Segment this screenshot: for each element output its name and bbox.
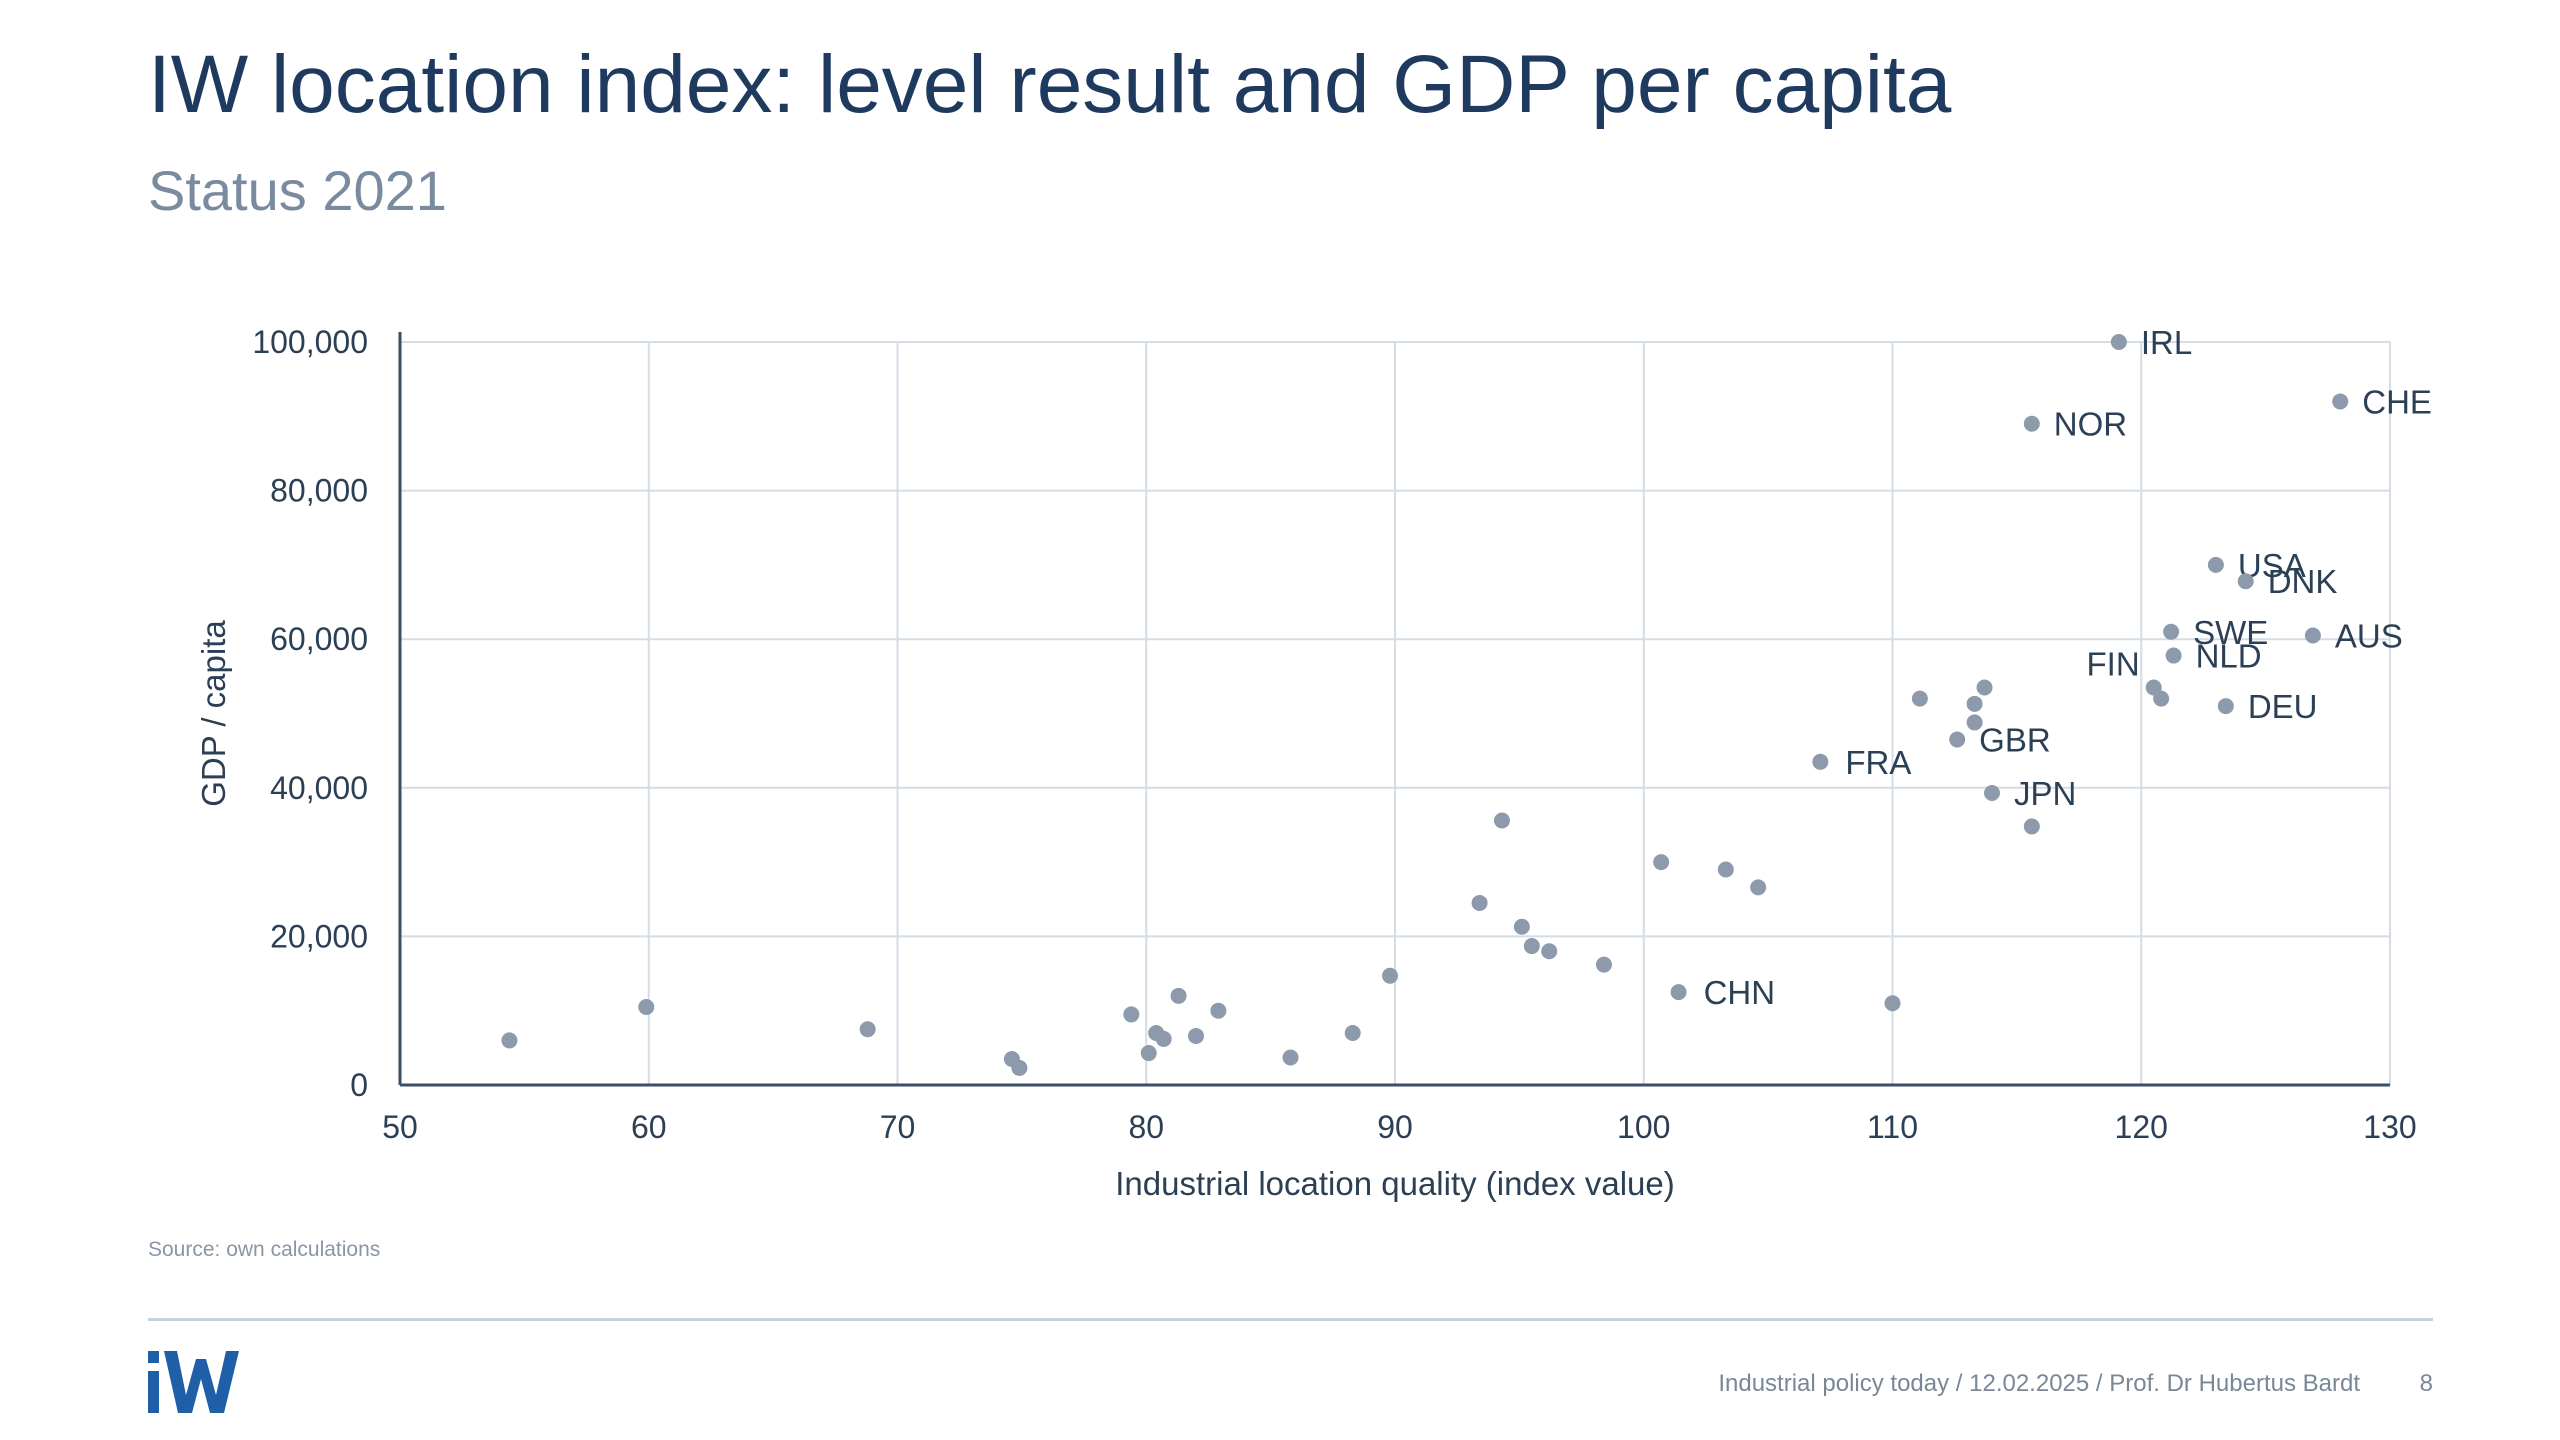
x-tick-label: 130 bbox=[2363, 1109, 2416, 1145]
data-point bbox=[1471, 894, 1488, 911]
y-tick-label: 20,000 bbox=[270, 918, 368, 954]
footer-divider bbox=[148, 1318, 2433, 1321]
data-point bbox=[2110, 334, 2127, 350]
data-point bbox=[1966, 714, 1983, 731]
data-point bbox=[1123, 1006, 1140, 1023]
point-label: CHE bbox=[2362, 383, 2432, 420]
data-point bbox=[1966, 695, 1983, 712]
data-point bbox=[1911, 690, 1928, 707]
data-point bbox=[638, 998, 655, 1015]
data-point bbox=[1493, 812, 1510, 829]
data-point bbox=[1984, 785, 2000, 802]
x-tick-label: 120 bbox=[2115, 1109, 2168, 1145]
x-tick-label: 100 bbox=[1617, 1109, 1670, 1145]
x-tick-label: 70 bbox=[880, 1109, 916, 1145]
data-point bbox=[1884, 995, 1901, 1012]
y-axis-title: GDP / capita bbox=[195, 620, 232, 807]
data-point bbox=[1011, 1059, 1028, 1076]
data-point bbox=[1170, 987, 1187, 1004]
data-point bbox=[2163, 623, 2180, 640]
data-point bbox=[2023, 415, 2040, 432]
x-axis-title: Industrial location quality (index value… bbox=[1115, 1165, 1674, 1202]
y-tick-label: 40,000 bbox=[270, 770, 368, 806]
y-tick-label: 100,000 bbox=[252, 324, 368, 360]
y-tick-label: 0 bbox=[350, 1067, 368, 1103]
y-tick-label: 80,000 bbox=[270, 473, 368, 509]
data-point bbox=[1344, 1024, 1361, 1041]
data-point bbox=[1210, 1002, 1227, 1019]
data-point bbox=[1188, 1027, 1204, 1044]
data-point bbox=[501, 1032, 518, 1049]
data-point bbox=[1750, 879, 1767, 896]
data-point bbox=[1513, 918, 1530, 935]
data-point bbox=[859, 1021, 876, 1038]
data-point bbox=[2207, 556, 2224, 573]
source-note: Source: own calculations bbox=[148, 1238, 381, 1261]
data-point bbox=[1976, 679, 1993, 696]
point-label: JPN bbox=[2014, 775, 2076, 812]
point-label: DEU bbox=[2248, 688, 2318, 725]
point-label: CHN bbox=[1704, 974, 1776, 1011]
data-point bbox=[2217, 698, 2234, 715]
point-label: GBR bbox=[1979, 722, 2051, 759]
data-point bbox=[1140, 1045, 1157, 1062]
slide-subtitle: Status 2021 bbox=[148, 159, 447, 222]
x-tick-label: 80 bbox=[1128, 1109, 1164, 1145]
page-number: 8 bbox=[2419, 1370, 2433, 1397]
data-point bbox=[2237, 573, 2254, 590]
point-label: NOR bbox=[2054, 406, 2127, 443]
x-tick-label: 60 bbox=[631, 1109, 667, 1145]
x-tick-label: 50 bbox=[382, 1109, 418, 1145]
data-point bbox=[2304, 627, 2321, 644]
point-label: NLD bbox=[2196, 638, 2262, 675]
data-point bbox=[2153, 690, 2170, 707]
data-point bbox=[1523, 938, 1540, 955]
data-point bbox=[1949, 731, 1966, 748]
data-point bbox=[1653, 854, 1670, 871]
point-label: SWE bbox=[2193, 614, 2268, 651]
data-point bbox=[1595, 956, 1612, 973]
data-point bbox=[1812, 753, 1829, 770]
y-tick-label: 60,000 bbox=[270, 621, 368, 657]
iw-logo-icon: iW bbox=[148, 1351, 239, 1413]
point-label: AUS bbox=[2335, 617, 2403, 654]
point-label: DNK bbox=[2268, 563, 2338, 600]
data-point bbox=[2332, 393, 2349, 410]
point-label: IRL bbox=[2141, 324, 2192, 361]
point-label: FRA bbox=[1845, 744, 1911, 781]
data-point bbox=[1382, 967, 1399, 984]
data-point bbox=[2023, 818, 2040, 835]
data-point bbox=[1282, 1049, 1299, 1066]
data-point bbox=[1541, 943, 1558, 960]
point-label: FIN bbox=[2087, 645, 2140, 682]
slide-title: IW location index: level result and GDP … bbox=[148, 39, 1952, 130]
x-tick-label: 90 bbox=[1377, 1109, 1413, 1145]
x-tick-label: 110 bbox=[1867, 1109, 1918, 1145]
data-point bbox=[1717, 861, 1734, 878]
data-point bbox=[1155, 1030, 1172, 1047]
data-point bbox=[1670, 984, 1687, 1001]
footer-text: Industrial policy today / 12.02.2025 / P… bbox=[1718, 1370, 2360, 1397]
data-point bbox=[2165, 647, 2182, 664]
